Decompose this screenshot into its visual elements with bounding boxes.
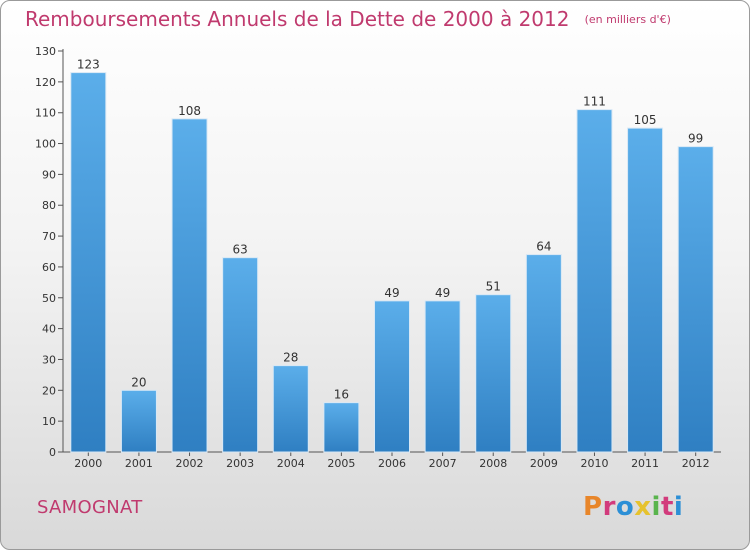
logo-letter: i: [673, 492, 684, 522]
x-tick-label: 2007: [429, 457, 457, 470]
y-tick-label: 20: [42, 384, 56, 397]
data-label-2005: 16: [334, 388, 349, 402]
x-tick-label: 2003: [226, 457, 254, 470]
y-tick-label: 120: [35, 76, 56, 89]
x-tick-label: 2002: [176, 457, 204, 470]
proxiti-logo: Proxiti: [583, 492, 683, 522]
y-tick-label: 0: [49, 446, 56, 459]
bar-2012: [677, 146, 714, 453]
x-tick-label: 2000: [74, 457, 102, 470]
bar-2002: [171, 118, 208, 453]
data-labels: 123 20 108 63 28 16 49 49 51 64 111 105 99: [77, 58, 703, 402]
y-tick-label: 60: [42, 261, 56, 274]
data-label-2012: 99: [688, 132, 703, 146]
data-label-2010: 111: [583, 95, 606, 109]
y-tick-label: 130: [35, 45, 56, 58]
x-tick-label: 2004: [277, 457, 305, 470]
bar-2011: [627, 127, 664, 453]
data-label-2008: 51: [486, 280, 501, 294]
y-tick-label: 110: [35, 107, 56, 120]
chart-title: Remboursements Annuels de la Dette de 20…: [25, 7, 570, 31]
data-label-2000: 123: [77, 58, 100, 72]
chart-title-row: Remboursements Annuels de la Dette de 20…: [25, 7, 671, 31]
x-tick-label: 2006: [378, 457, 406, 470]
bar-2000: [70, 72, 107, 453]
bar-2006: [374, 300, 410, 453]
logo-letter: r: [602, 492, 616, 522]
data-label-2004: 28: [283, 351, 298, 365]
x-tick-label: 2009: [530, 457, 558, 470]
x-tick-label: 2001: [125, 457, 153, 470]
data-label-2003: 63: [233, 243, 248, 257]
x-axis: 2000 2001 2002 2003 2004 2005 2006 2007 2008 2009…: [63, 451, 721, 470]
y-tick-label: 30: [42, 353, 56, 366]
bar-2001: [120, 389, 157, 453]
logo-letter: x: [634, 492, 652, 522]
x-tick-label: 2012: [682, 457, 710, 470]
bar-2003: [222, 257, 259, 453]
x-tick-label: 2010: [580, 457, 608, 470]
data-label-2006: 49: [384, 286, 399, 300]
logo-letter: i: [651, 492, 661, 522]
y-tick-label: 80: [42, 199, 56, 212]
x-tick-label: 2005: [327, 457, 355, 470]
y-tick-label: 100: [35, 138, 56, 151]
logo-letter: t: [660, 492, 674, 522]
bar-2009: [525, 254, 562, 453]
bar-2007: [424, 300, 461, 453]
data-label-2001: 20: [131, 375, 146, 389]
bar-2004: [272, 365, 309, 453]
x-tick-label: 2008: [479, 457, 507, 470]
bar-2010: [576, 109, 613, 453]
y-axis: 0 10 20 30 40 50 60 70 80 90 100 110 120 130: [35, 45, 64, 459]
x-tick-label: 2011: [631, 457, 659, 470]
data-label-2007: 49: [435, 286, 450, 300]
data-label-2002: 108: [178, 104, 201, 118]
chart-unit-note: (en milliers d'€): [584, 13, 671, 26]
y-tick-label: 40: [42, 323, 56, 336]
y-tick-label: 90: [42, 168, 56, 181]
logo-letter: o: [615, 492, 635, 522]
bars: [70, 72, 714, 453]
bar-2005: [323, 402, 360, 453]
logo-letter: P: [583, 492, 603, 522]
y-tick-label: 70: [42, 230, 56, 243]
data-label-2009: 64: [536, 240, 551, 254]
y-tick-label: 50: [42, 292, 56, 305]
town-name: SAMOGNAT: [37, 497, 143, 518]
y-tick-label: 10: [42, 415, 56, 428]
data-label-2011: 105: [634, 113, 657, 127]
bar-2008: [475, 294, 512, 453]
